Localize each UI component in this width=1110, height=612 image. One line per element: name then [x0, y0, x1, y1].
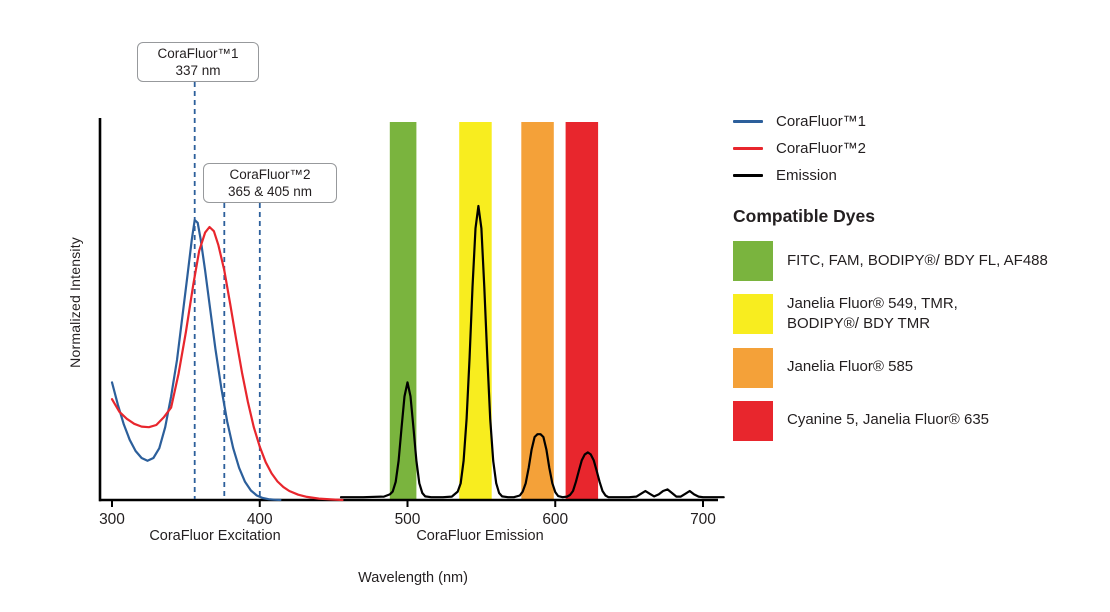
dye-label: Janelia Fluor® 549, TMR, BODIPY®/ BDY TM…: [787, 295, 958, 333]
legend-line-swatch: [733, 174, 763, 177]
callout-wavelength: 365 & 405 nm: [227, 184, 313, 199]
dye-swatch-yellow: [733, 294, 773, 335]
x-tick-label: 400: [247, 511, 273, 528]
dye-row-green: FITC, FAM, BODIPY®/ BDY FL, AF488: [733, 241, 1105, 281]
x-section-label-excitation: CoraFluor Excitation: [149, 528, 281, 544]
legend-label: CoraFluor™1: [776, 113, 867, 130]
legend-label: Emission: [776, 167, 837, 184]
dye-swatch-red: [733, 400, 773, 441]
spectra-chart: 300 400 500 600 700: [98, 82, 725, 528]
dye-label: FITC, FAM, BODIPY®/ BDY FL, AF488: [787, 251, 1048, 269]
series-corafluor1-excitation: [110, 218, 282, 502]
series-emission: [339, 204, 725, 499]
x-section-label-emission: CoraFluor Emission: [416, 528, 544, 544]
x-tick-label: 600: [542, 511, 568, 528]
dye-label: Cyanine 5, Janelia Fluor® 635: [787, 411, 990, 429]
callout-wavelength: 337 nm: [175, 63, 221, 78]
x-axis-title: Wavelength (nm): [358, 570, 468, 586]
callout-corafluor1: CoraFluor™1 337 nm: [137, 42, 259, 82]
compatible-dyes-title: Compatible Dyes: [733, 206, 875, 226]
x-tick-label: 700: [690, 511, 716, 528]
band-green: [389, 122, 417, 500]
dye-row-red: Cyanine 5, Janelia Fluor® 635: [733, 400, 1105, 441]
legend-item-emission: Emission: [733, 162, 1105, 189]
series-corafluor2-excitation: [110, 225, 344, 502]
legend-item-corafluor1: CoraFluor™1: [733, 108, 1105, 135]
legend: CoraFluor™1 CoraFluor™2 Emission Compati…: [733, 108, 1105, 454]
dye-label: Janelia Fluor® 585: [787, 358, 914, 376]
callout-title: CoraFluor™2: [229, 166, 311, 182]
legend-line-swatch: [733, 147, 763, 150]
band-orange: [521, 122, 554, 500]
legend-line-swatch: [733, 120, 763, 123]
band-red: [565, 122, 599, 500]
dye-row-orange: Janelia Fluor® 585: [733, 347, 1105, 388]
dye-swatch-orange: [733, 347, 773, 388]
callout-corafluor2: CoraFluor™2 365 & 405 nm: [203, 163, 337, 203]
dye-row-yellow: Janelia Fluor® 549, TMR, BODIPY®/ BDY TM…: [733, 294, 1105, 335]
dye-swatch-green: [733, 241, 773, 281]
x-tick-label: 300: [99, 511, 125, 528]
legend-label: CoraFluor™2: [776, 140, 867, 157]
y-axis-label: Normalized Intensity: [67, 237, 83, 368]
callout-title: CoraFluor™1: [157, 45, 239, 61]
legend-item-corafluor2: CoraFluor™2: [733, 135, 1105, 162]
x-tick-label: 500: [395, 511, 421, 528]
